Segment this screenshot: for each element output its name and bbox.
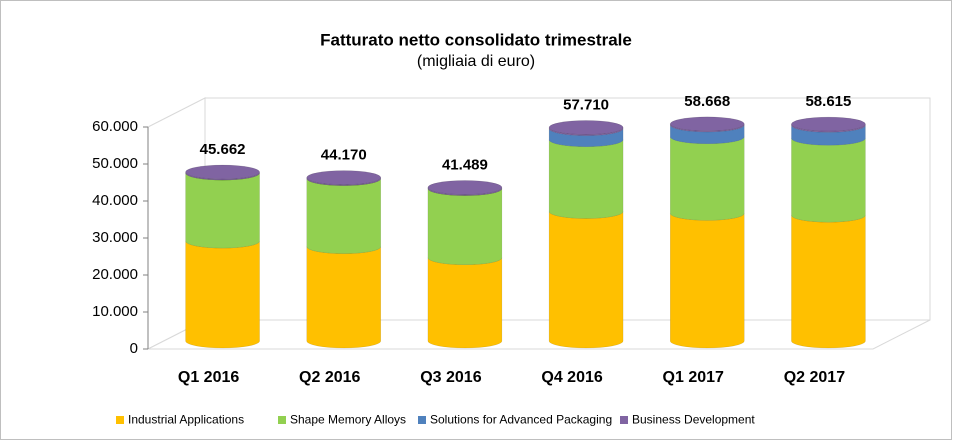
y-tick-label: 10.000 bbox=[92, 303, 138, 320]
total-label: 57.710 bbox=[563, 96, 609, 113]
legend-swatch bbox=[116, 416, 124, 424]
total-label: 44.170 bbox=[321, 147, 367, 164]
cylinder-segment bbox=[185, 241, 260, 349]
cylinder-top bbox=[670, 116, 745, 132]
x-tick-label: Q2 2017 bbox=[784, 369, 845, 386]
cylinder-segment bbox=[427, 257, 503, 349]
cylinder-segment bbox=[548, 211, 624, 349]
y-tick-label: 50.000 bbox=[92, 155, 138, 172]
x-tick-label: Q1 2016 bbox=[178, 369, 239, 386]
y-tick-label: 30.000 bbox=[92, 229, 138, 246]
x-tick-label: Q4 2016 bbox=[541, 369, 602, 386]
total-label: 58.668 bbox=[684, 93, 730, 110]
legend-swatch bbox=[620, 416, 628, 424]
y-tick-label: 40.000 bbox=[92, 192, 138, 209]
cylinder-top bbox=[791, 116, 866, 132]
legend-label: Solutions for Advanced Packaging bbox=[430, 413, 612, 427]
chart-title: Fatturato netto consolidato trimestrale bbox=[320, 30, 632, 49]
legend-swatch bbox=[418, 416, 426, 424]
cylinder-segment bbox=[791, 138, 866, 223]
cylinder-segment bbox=[306, 246, 381, 349]
cylinder-segment bbox=[670, 136, 745, 221]
legend-label: Business Development bbox=[632, 413, 755, 427]
y-tick-label: 0 bbox=[130, 340, 138, 357]
cylinder-segment bbox=[548, 139, 624, 219]
total-label: 58.615 bbox=[805, 93, 851, 110]
legend-swatch bbox=[278, 416, 286, 424]
cylinder-segment bbox=[670, 213, 745, 349]
cylinder-segment bbox=[185, 172, 260, 249]
y-tick-label: 60.000 bbox=[92, 118, 138, 135]
chart-subtitle: (migliaia di euro) bbox=[417, 53, 535, 70]
cylinder-segment bbox=[306, 178, 381, 254]
legend-label: Shape Memory Alloys bbox=[290, 413, 406, 427]
cylinder-top bbox=[185, 164, 260, 180]
cylinder-top bbox=[306, 170, 381, 185]
x-tick-label: Q3 2016 bbox=[420, 369, 481, 386]
x-tick-label: Q2 2016 bbox=[299, 369, 360, 386]
cylinder-top bbox=[548, 120, 624, 135]
total-label: 41.489 bbox=[442, 156, 488, 173]
total-label: 45.662 bbox=[200, 141, 246, 158]
cylinder-segment bbox=[427, 188, 503, 265]
x-tick-label: Q1 2017 bbox=[663, 369, 724, 386]
y-tick-label: 20.000 bbox=[92, 266, 138, 283]
cylinder-segment bbox=[791, 215, 866, 349]
cylinder-top bbox=[427, 180, 503, 195]
legend-label: Industrial Applications bbox=[128, 413, 244, 427]
